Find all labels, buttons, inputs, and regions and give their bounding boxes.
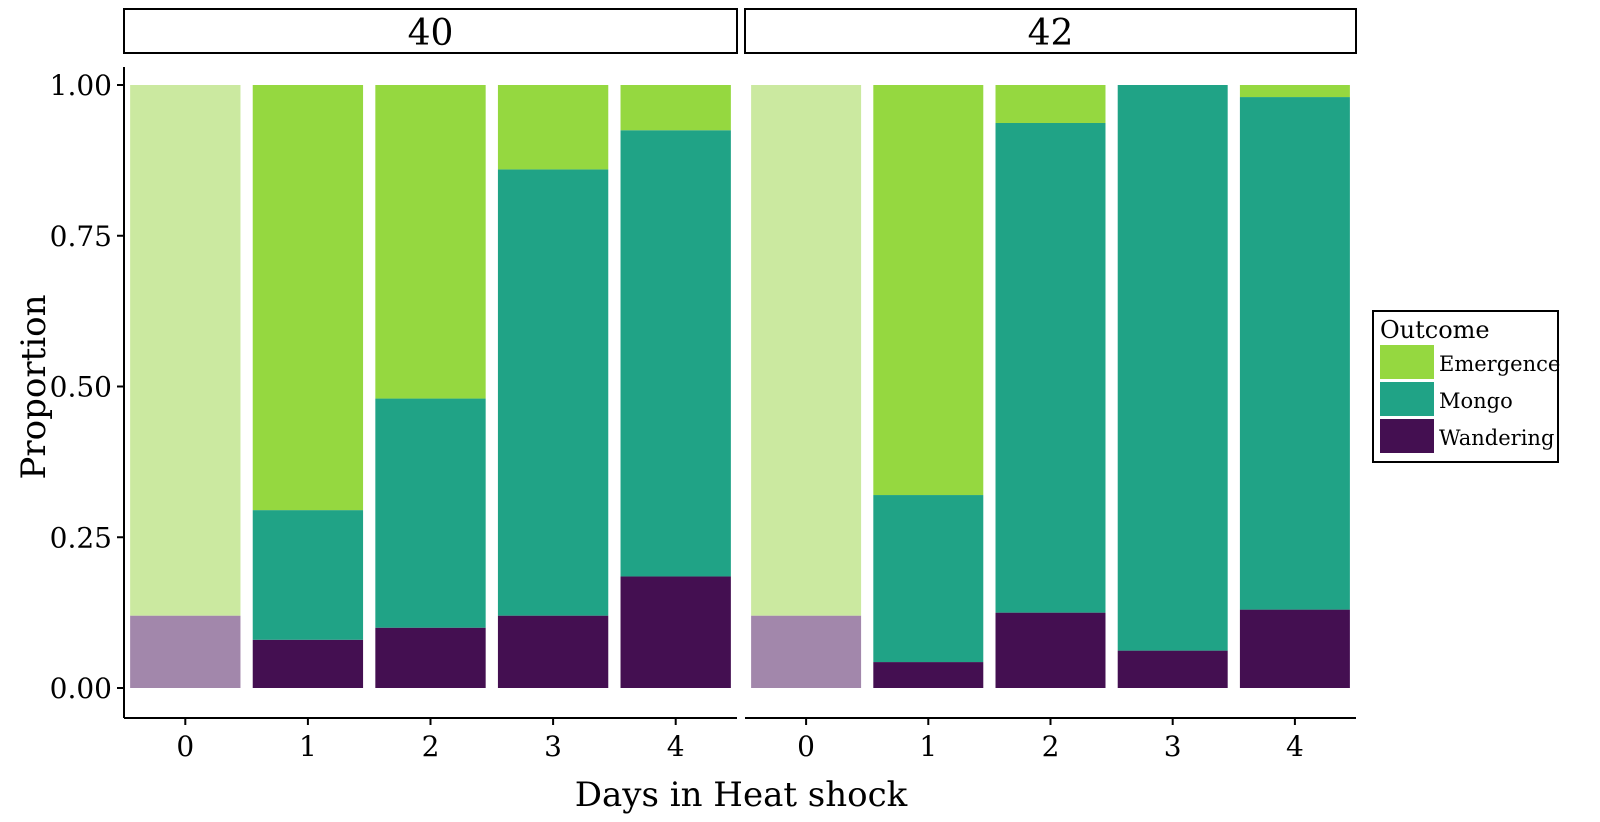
bar-segment-mongo — [1117, 85, 1228, 651]
y-tick-label: 1.00 — [50, 69, 112, 102]
legend-label-wandering: Wandering — [1439, 426, 1554, 450]
bar-segment-emergence — [1239, 85, 1350, 98]
bar-segment-wandering — [873, 662, 984, 688]
y-tick-label: 0.00 — [50, 672, 112, 705]
bar-segment-emergence — [252, 85, 364, 511]
legend-swatch-emergence — [1380, 345, 1434, 379]
panel-strip-label: 42 — [1028, 13, 1074, 54]
x-tick-label: 1 — [919, 730, 937, 763]
bar-segment-emergence — [375, 85, 486, 399]
bar-segment-wandering — [1239, 609, 1350, 688]
panel-strip — [744, 8, 1357, 54]
x-tick-label: 1 — [299, 730, 317, 763]
y-tick-label: 0.75 — [50, 220, 112, 253]
bar-segment-mongo — [1239, 97, 1350, 610]
x-tick-label: 4 — [1286, 730, 1304, 763]
x-tick-label: 2 — [422, 730, 440, 763]
bar-segment-mongo — [252, 510, 364, 640]
x-tick-label: 0 — [797, 730, 815, 763]
panel-strip-label: 40 — [408, 13, 454, 54]
legend-label-emergence: Emergence — [1439, 352, 1560, 376]
bar-segment-wandering — [252, 639, 364, 688]
x-tick-label: 2 — [1042, 730, 1060, 763]
bar-segment-emergence — [995, 85, 1106, 123]
bar-segment-emergence — [873, 85, 984, 496]
bar-segment-wandering — [497, 615, 609, 688]
axes: 0 1 2 3 4 0 1 2 3 4 0.00 0.25 0.50 0.75 1.00 — [50, 67, 1356, 763]
bar-segment-wandering — [995, 612, 1106, 688]
legend-title: Outcome — [1380, 316, 1490, 344]
legend-items: Emergence Mongo Wandering — [1380, 345, 1560, 453]
x-tick-label: 3 — [1164, 730, 1182, 763]
bar-segment-wandering — [1117, 650, 1228, 688]
bar-segment-wandering — [375, 627, 486, 688]
legend-label-mongo: Mongo — [1439, 389, 1513, 413]
bar-segment-wandering — [751, 615, 862, 688]
bar-segment-wandering — [130, 615, 241, 688]
bar-segment-emergence — [130, 85, 241, 616]
plot-area: 40 42 — [123, 8, 1357, 688]
bar-segment-wandering — [620, 576, 731, 688]
legend-swatch-wandering — [1380, 419, 1434, 453]
bar-segment-mongo — [620, 130, 731, 577]
x-tick-label: 0 — [176, 730, 194, 763]
x-tick-label: 4 — [667, 730, 685, 763]
bar-segment-mongo — [873, 495, 984, 663]
bar-segment-emergence — [620, 85, 731, 131]
bar-segment-emergence — [751, 85, 862, 616]
bar-segment-mongo — [375, 398, 486, 628]
panel-strip — [123, 8, 738, 54]
y-tick-label: 0.50 — [50, 371, 112, 404]
bar-segment-mongo — [995, 122, 1106, 613]
legend: Outcome Emergence Mongo Wandering — [1372, 310, 1560, 463]
bar-segment-mongo — [497, 169, 609, 616]
x-tick-label: 3 — [544, 730, 562, 763]
legend-swatch-mongo — [1380, 382, 1434, 416]
bar-segment-emergence — [497, 85, 609, 170]
y-tick-label: 0.25 — [50, 521, 112, 554]
y-axis-title: Proportion — [14, 295, 54, 480]
x-axis-title: Days in Heat shock — [575, 775, 908, 815]
